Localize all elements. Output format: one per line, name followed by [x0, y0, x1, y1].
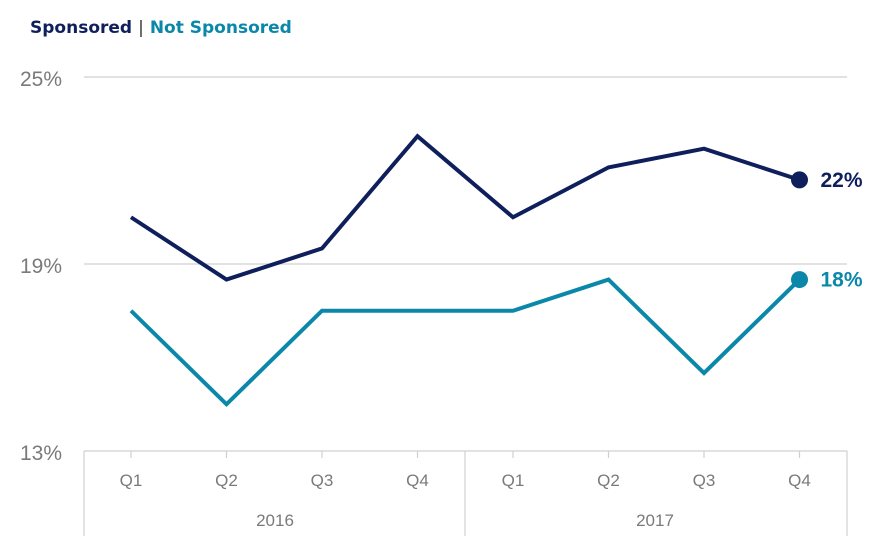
- series-line-not-sponsored: [129, 277, 801, 408]
- x-tick-label: Q1: [120, 471, 143, 490]
- x-tick-label: Q3: [311, 471, 334, 490]
- x-group-label: 2016: [256, 511, 294, 530]
- legend-sponsored: Sponsored: [30, 18, 133, 38]
- legend-separator: |: [138, 18, 144, 38]
- x-tick-label: Q2: [597, 471, 620, 490]
- end-label-not-sponsored: 18%: [821, 269, 863, 292]
- y-tick-label: 25%: [20, 68, 62, 91]
- y-tick-label: 13%: [20, 442, 62, 465]
- legend-not-sponsored: Not Sponsored: [149, 18, 292, 38]
- x-tick-label: Q3: [693, 471, 716, 490]
- series-line-sponsored: [129, 133, 801, 282]
- end-marker-not-sponsored: [791, 271, 808, 289]
- x-group-label: 2017: [636, 511, 674, 530]
- legend: Sponsored | Not Sponsored: [30, 18, 292, 38]
- x-tick-label: Q4: [788, 471, 811, 490]
- x-tick-label: Q1: [502, 471, 525, 490]
- y-tick-label: 19%: [20, 255, 62, 278]
- x-tick-label: Q2: [215, 471, 238, 490]
- x-tick-label: Q4: [406, 471, 429, 490]
- end-marker-sponsored: [791, 171, 808, 189]
- end-label-sponsored: 22%: [821, 169, 863, 192]
